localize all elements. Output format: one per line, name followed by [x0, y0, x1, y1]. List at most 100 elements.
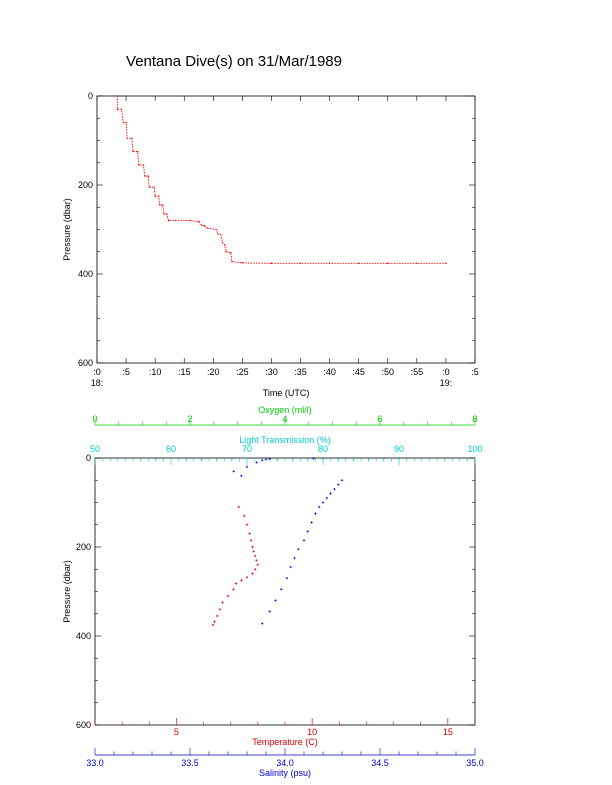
x-tick-label: :50 [382, 367, 395, 377]
oxygen-tick-label: 8 [472, 414, 477, 424]
salinity-point [312, 457, 315, 460]
light_transmission-tick-label: 90 [394, 444, 404, 454]
light_transmission-point [337, 458, 340, 460]
depth-time-chart: 0200400600:018::5:10:15:20:25:30:35:40:4… [62, 91, 479, 398]
salinity-point [261, 622, 264, 625]
temperature-tick-label: 10 [307, 727, 317, 737]
y-tick-label: 400 [78, 269, 93, 279]
salinity-point [329, 492, 332, 495]
depth-point [198, 220, 200, 223]
light_transmission-point [261, 458, 264, 460]
salinity-axis: 33.0 33.5 34.0 34.5 35.0 Salinity (psu) [86, 748, 484, 778]
depth-point [200, 224, 203, 226]
depth-point [241, 262, 244, 264]
depth-point [157, 195, 160, 197]
light_transmission-tick-label: 100 [467, 444, 482, 454]
depth-point [125, 122, 127, 124]
y-tick-label: 600 [76, 720, 91, 730]
light_transmission-point [383, 458, 385, 460]
depth-point [416, 262, 418, 265]
chart-title: Ventana Dive(s) on 31/Mar/1989 [126, 53, 342, 70]
salinity-point [293, 556, 296, 560]
depth-point [174, 219, 177, 222]
y-tick-label: 400 [76, 631, 91, 641]
x-tick-sublabel: 19: [440, 378, 453, 388]
depth-point [126, 137, 128, 139]
temperature-tick-label: 5 [174, 727, 179, 737]
light_transmission-axis-label: Light Transmission (%) [239, 435, 331, 445]
light_transmission-tick-label: 70 [242, 444, 252, 454]
light_transmission-point [185, 458, 187, 460]
salinity-tick-label: 35.0 [466, 758, 484, 768]
light_transmission-point [291, 458, 294, 460]
depth-point [153, 186, 155, 188]
light_transmission-axis: 50 60 70 80 90 100 Light Transmission (%) [90, 435, 483, 465]
depth-point [132, 150, 134, 153]
depth-trace-line [116, 96, 446, 264]
salinity-point [314, 512, 317, 515]
oxygen-tick-label: 0 [92, 414, 97, 424]
y-axis-label: Pressure (dbar) [62, 198, 72, 261]
temperature-point [218, 608, 222, 611]
salinity-point [232, 470, 235, 473]
depth-point [167, 219, 170, 222]
plot-frame [94, 457, 476, 726]
depth-point [163, 213, 165, 215]
light_transmission-point [352, 458, 355, 460]
x-tick-label: :35 [294, 367, 307, 377]
salinity-point [285, 576, 289, 580]
depth-point [120, 108, 123, 111]
temperature-axis-label: Temperature (C) [252, 737, 318, 747]
depth-point [225, 251, 227, 253]
temperature-point [226, 594, 230, 598]
salinity-series [232, 457, 344, 625]
salinity-tick-label: 33.5 [181, 758, 199, 768]
salinity-tick-label: 33.0 [86, 758, 104, 768]
oxygen-axis: 0 2 4 6 8 Oxygen (ml/l) [92, 405, 478, 426]
salinity-point [268, 457, 271, 461]
light_transmission-point [155, 458, 157, 460]
salinity-point [255, 461, 258, 464]
light_transmission-point [322, 458, 324, 461]
depth-point [154, 195, 156, 197]
salinity-point [325, 496, 328, 500]
depth-point [328, 262, 331, 265]
depth-point [445, 262, 447, 265]
light_transmission-series [155, 457, 400, 461]
light_transmission-tick-label: 80 [318, 444, 328, 454]
x-tick-label: :40 [323, 367, 336, 377]
x-tick-label: :45 [352, 367, 365, 377]
salinity-point [340, 479, 344, 482]
x-tick-label: :25 [236, 367, 249, 377]
salinity-tick-label: 34.5 [371, 758, 389, 768]
y-axis-label: Pressure (dbar) [62, 560, 72, 623]
temperature-point [249, 539, 253, 542]
depth-point [299, 262, 302, 265]
depth-point [206, 227, 209, 229]
y-tick-label: 0 [86, 453, 91, 463]
depth-point [224, 244, 226, 246]
oxygen-tick-label: 4 [282, 414, 287, 424]
depth-point [137, 150, 139, 153]
x-tick-label: :10 [149, 367, 162, 377]
temperature-point [253, 568, 257, 571]
salinity-axis-label: Salinity (psu) [259, 768, 311, 778]
temperature-point [245, 523, 249, 526]
depth-point [221, 242, 224, 244]
depth-point [215, 228, 217, 231]
depth-point [270, 262, 273, 265]
temperature-point [221, 601, 224, 604]
light_transmission-point [246, 457, 248, 460]
light_transmission-point [367, 458, 370, 461]
light_transmission-point [231, 458, 233, 460]
depth-point [230, 251, 232, 254]
light_transmission-tick-label: 50 [90, 444, 100, 454]
depth-point [166, 213, 168, 215]
depth-point [231, 260, 233, 263]
x-tick-label: :30 [265, 367, 278, 377]
salinity-point [333, 487, 336, 491]
x-tick-label: :0 [93, 367, 101, 377]
depth-point [142, 164, 145, 166]
depth-point [131, 137, 133, 139]
